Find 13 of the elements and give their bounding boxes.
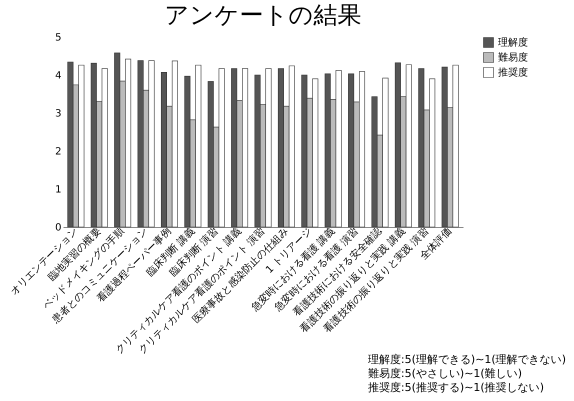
legend-label: 理解度: [498, 36, 528, 48]
y-tick-label: 2: [55, 146, 62, 158]
text: 難易度:5(やさしい)~1(難しい): [368, 367, 523, 381]
text: 推奨度:5(推奨する)~1(推奨しない): [368, 381, 545, 395]
y-tick-label: 0: [55, 222, 62, 234]
y-tick-label: 3: [55, 108, 62, 120]
chart-title: アンケートの結果: [164, 1, 362, 29]
legend-label: 推奨度: [498, 66, 528, 78]
text: 理解度:5(理解できる)~1(理解できない): [368, 353, 566, 367]
legend-label: 難易度: [498, 52, 528, 64]
y-tick-label: 5: [55, 32, 62, 44]
y-tick-label: 4: [55, 70, 62, 82]
y-tick-label: 1: [55, 184, 62, 196]
